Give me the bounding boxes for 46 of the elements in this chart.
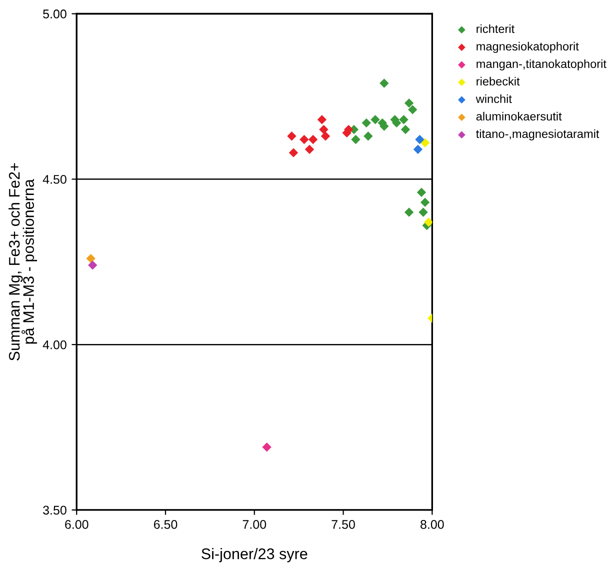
point [415,134,424,144]
point [408,105,418,114]
legend-label: magnesiokatophorit [476,42,579,53]
y-tick-label: 4.00 [42,340,66,350]
point [370,115,380,124]
legend-label: titano-,magnesiotaramit [476,129,600,140]
point [364,132,373,141]
y-tick-label: 4.50 [42,174,66,184]
point [399,115,408,124]
point [288,148,298,158]
x-tick-label: 7.50 [332,520,355,529]
point [287,132,296,141]
point [300,134,309,144]
legend-label: riebeckit [476,76,520,86]
point [262,442,272,452]
x-axis-title: Si-joner/23 syre [202,548,308,562]
point [380,78,389,88]
point [400,124,410,134]
point [420,198,430,207]
point [308,134,318,144]
point [317,115,327,124]
point [86,254,96,264]
y-tick-label: 5.00 [43,10,66,18]
y-tick-label: 3.50 [43,506,66,515]
y-axis-title: Summan Mg, Fe3+ och Fe2+ på M1-M3 - positionerna [8,163,38,361]
legend-label: aluminokaersutit [476,112,562,121]
point [351,134,360,144]
point [88,260,98,270]
legend-label: richterit [476,24,514,34]
point [404,208,414,217]
point [418,208,428,217]
point [362,118,371,128]
point [413,144,423,154]
x-tick-label: 7.00 [242,520,266,529]
point [404,98,414,108]
legend-label: winchit [476,94,512,104]
x-tick-label: 6.00 [65,520,88,529]
point [424,218,432,227]
point [304,144,314,154]
point [420,138,430,148]
legend-label: mangan-,titanokatophorit [476,59,606,70]
x-tick-label: 6.50 [154,520,178,529]
x-tick-label: 8.00 [420,520,444,529]
point [319,124,328,134]
point [320,132,330,141]
point [416,188,426,197]
